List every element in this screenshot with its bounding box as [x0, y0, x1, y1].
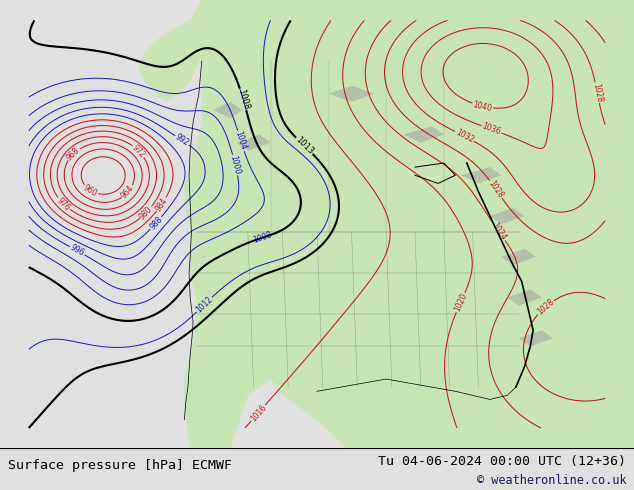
Text: 1008: 1008 — [252, 230, 273, 245]
Text: 976: 976 — [55, 196, 72, 212]
Polygon shape — [461, 167, 501, 183]
Polygon shape — [213, 102, 242, 118]
Text: 1024: 1024 — [490, 221, 508, 242]
Text: 1020: 1020 — [453, 292, 469, 313]
Text: Tu 04-06-2024 00:00 UTC (12+36): Tu 04-06-2024 00:00 UTC (12+36) — [378, 455, 626, 468]
Text: 1016: 1016 — [249, 403, 268, 423]
Text: 1028: 1028 — [591, 82, 604, 103]
Text: 1028: 1028 — [487, 179, 505, 200]
Text: 988: 988 — [148, 215, 164, 231]
Polygon shape — [259, 0, 317, 81]
Text: 984: 984 — [154, 196, 169, 213]
Text: Surface pressure [hPa] ECMWF: Surface pressure [hPa] ECMWF — [8, 459, 231, 471]
Text: 1040: 1040 — [472, 99, 493, 113]
Text: 1032: 1032 — [454, 128, 475, 145]
Text: 1013: 1013 — [294, 135, 315, 156]
Polygon shape — [236, 134, 271, 151]
Text: 1036: 1036 — [481, 122, 502, 137]
Text: 992: 992 — [174, 133, 190, 148]
Polygon shape — [501, 248, 536, 265]
Text: 1008: 1008 — [236, 88, 250, 111]
Text: 960: 960 — [82, 183, 99, 198]
Polygon shape — [490, 208, 524, 224]
Text: 1012: 1012 — [194, 295, 214, 315]
Polygon shape — [507, 290, 542, 306]
Text: 1004: 1004 — [234, 130, 248, 151]
Polygon shape — [184, 0, 634, 448]
Text: 972: 972 — [131, 143, 147, 159]
Text: 964: 964 — [120, 184, 136, 200]
Text: 980: 980 — [138, 204, 155, 221]
Text: 968: 968 — [65, 146, 82, 162]
Polygon shape — [138, 0, 202, 102]
Polygon shape — [328, 86, 375, 102]
Text: 1028: 1028 — [535, 297, 555, 317]
Polygon shape — [403, 126, 444, 143]
Polygon shape — [519, 330, 553, 346]
Text: 1000: 1000 — [229, 154, 242, 175]
Text: 996: 996 — [68, 243, 86, 258]
Text: © weatheronline.co.uk: © weatheronline.co.uk — [477, 474, 626, 488]
